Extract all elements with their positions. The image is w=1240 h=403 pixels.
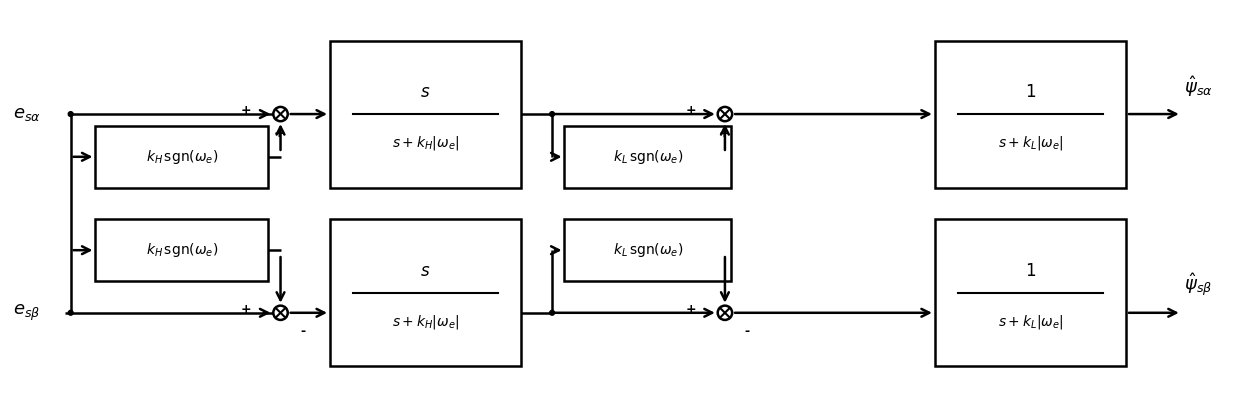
Text: $s+k_{H}|\omega_e|$: $s+k_{H}|\omega_e|$: [392, 313, 459, 331]
Text: $k_H \,\mathrm{sgn}(\omega_e)$: $k_H \,\mathrm{sgn}(\omega_e)$: [145, 148, 218, 166]
Bar: [95, 126, 268, 187]
Text: +: +: [686, 104, 696, 117]
Ellipse shape: [68, 310, 73, 315]
Text: $s$: $s$: [420, 83, 430, 101]
Bar: [564, 219, 732, 281]
Text: +: +: [241, 104, 252, 117]
Text: -: -: [300, 325, 305, 339]
Text: $s+k_{L}|\omega_e|$: $s+k_{L}|\omega_e|$: [998, 313, 1063, 331]
Bar: [564, 126, 732, 187]
Text: $s+k_{L}|\omega_e|$: $s+k_{L}|\omega_e|$: [998, 135, 1063, 152]
Bar: [330, 41, 521, 187]
Text: $\hat{\psi}_{s\alpha}$: $\hat{\psi}_{s\alpha}$: [1184, 74, 1213, 99]
Ellipse shape: [273, 305, 288, 320]
Text: +: +: [718, 127, 729, 140]
Text: $1$: $1$: [1025, 262, 1035, 280]
Ellipse shape: [549, 112, 554, 116]
Ellipse shape: [68, 112, 73, 116]
Text: $e_{s\beta}$: $e_{s\beta}$: [12, 303, 40, 323]
Ellipse shape: [273, 107, 288, 121]
Text: $k_H \,\mathrm{sgn}(\omega_e)$: $k_H \,\mathrm{sgn}(\omega_e)$: [145, 241, 218, 259]
Text: +: +: [241, 303, 252, 316]
Text: +: +: [274, 127, 284, 140]
Text: -: -: [744, 325, 749, 339]
Ellipse shape: [549, 310, 554, 315]
Ellipse shape: [718, 107, 732, 121]
Bar: [935, 41, 1126, 187]
Text: $\hat{\psi}_{s\beta}$: $\hat{\psi}_{s\beta}$: [1184, 272, 1213, 299]
Text: $s$: $s$: [420, 262, 430, 280]
Bar: [935, 219, 1126, 366]
Text: $s+k_{H}|\omega_e|$: $s+k_{H}|\omega_e|$: [392, 135, 459, 152]
Ellipse shape: [718, 305, 732, 320]
Text: $e_{s\alpha}$: $e_{s\alpha}$: [12, 105, 41, 123]
Bar: [95, 219, 268, 281]
Text: +: +: [686, 303, 696, 316]
Text: $k_L \,\mathrm{sgn}(\omega_e)$: $k_L \,\mathrm{sgn}(\omega_e)$: [613, 148, 683, 166]
Bar: [330, 219, 521, 366]
Text: $k_L \,\mathrm{sgn}(\omega_e)$: $k_L \,\mathrm{sgn}(\omega_e)$: [613, 241, 683, 259]
Text: $1$: $1$: [1025, 83, 1035, 101]
